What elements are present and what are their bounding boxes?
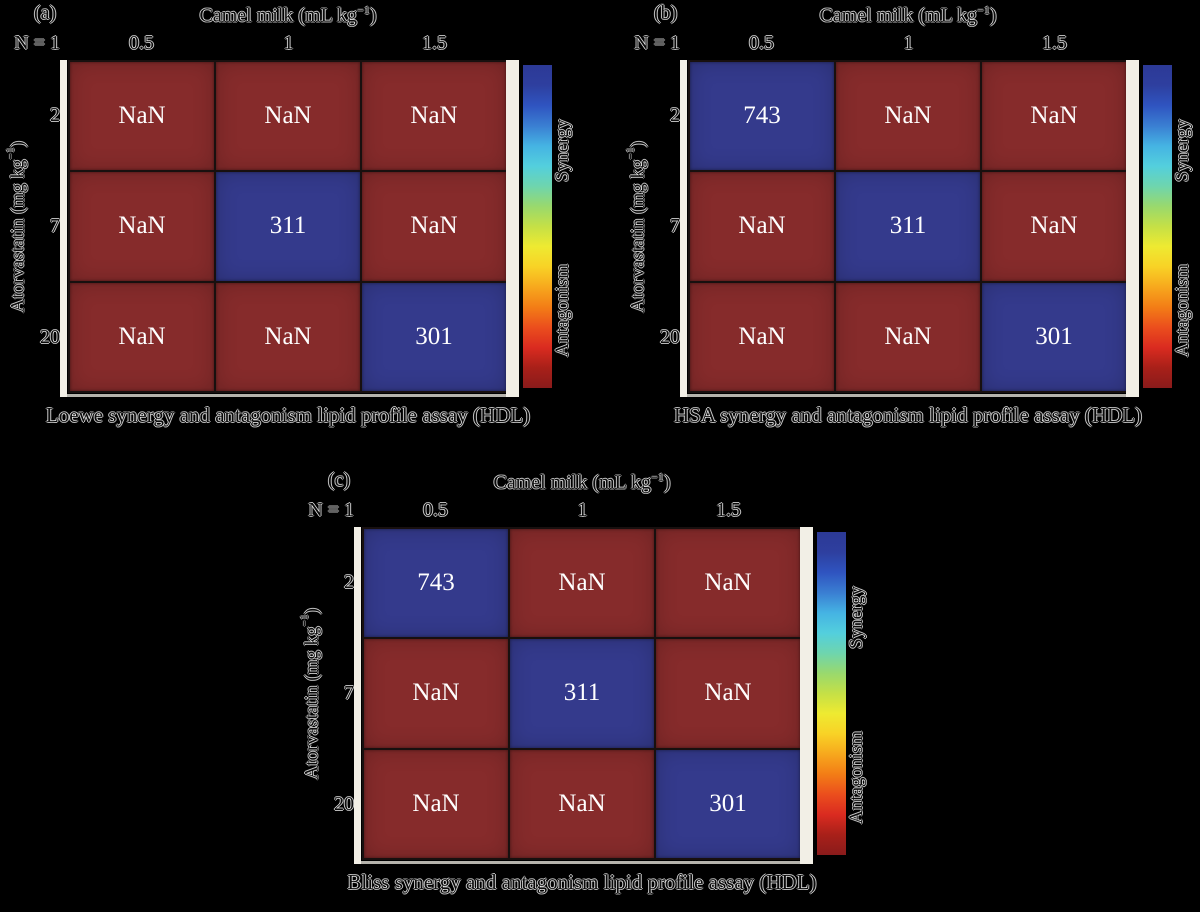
heatmap-cell: NaN [362, 62, 506, 171]
colorbar [523, 65, 552, 388]
x-axis-title: Camel milk (mL kg−1) [819, 3, 997, 27]
heatmap-cell: NaN [982, 62, 1126, 171]
colorbar-label-synergy: Synergy [846, 586, 867, 649]
heatmap-cell: 301 [362, 282, 506, 391]
heatmap-cell: NaN [836, 282, 980, 391]
heatmap-cell: NaN [70, 282, 214, 391]
panel-a: (a) Camel milk (mL kg−1) N = 1 0.5 1 1.5… [0, 0, 600, 445]
colorbar-label-antagonism: Antagonism [1172, 264, 1193, 357]
y-tick: 7 [50, 215, 60, 237]
colorbar-gap-strip [1126, 60, 1139, 397]
heatmap-cell: NaN [364, 749, 508, 858]
heatmap-cell: NaN [70, 62, 214, 171]
colorbar-gap-strip [506, 60, 519, 397]
heatmap-cell: NaN [216, 282, 360, 391]
n-label: N = 1 [14, 32, 60, 54]
x-tick: 1 [283, 32, 294, 54]
x-tick: 1 [577, 499, 588, 521]
heatmap-cell: 311 [216, 172, 360, 281]
colorbar-label-antagonism: Antagonism [552, 264, 573, 357]
y-tick: 20 [660, 326, 680, 348]
heatmap-cell: NaN [364, 639, 508, 748]
panel-caption: HSA synergy and antagonism lipid profile… [674, 403, 1142, 427]
heatmap-cell: NaN [656, 639, 800, 748]
axis-edge-strip [60, 60, 67, 397]
colorbar-label-synergy: Synergy [1172, 119, 1193, 182]
axis-edge-strip-bottom [354, 861, 813, 864]
axis-edge-strip [354, 527, 361, 864]
y-tick: 2 [670, 104, 680, 126]
colorbar-label-synergy: Synergy [552, 119, 573, 182]
axis-edge-strip-bottom [680, 394, 1139, 397]
x-tick: 0.5 [423, 499, 448, 521]
x-axis-title: Camel milk (mL kg−1) [493, 470, 671, 494]
x-tick: 1.5 [1042, 32, 1067, 54]
y-tick: 7 [670, 215, 680, 237]
colorbar [817, 532, 846, 855]
panel-b: (b) Camel milk (mL kg−1) N = 1 0.5 1 1.5… [620, 0, 1200, 445]
heatmap-cell: NaN [362, 172, 506, 281]
panel-caption: Bliss synergy and antagonism lipid profi… [347, 870, 817, 894]
heatmap-cell: 311 [836, 172, 980, 281]
y-tick: 7 [344, 682, 354, 704]
heatmap-grid: NaN NaN NaN NaN 311 NaN NaN NaN 301 [68, 60, 508, 393]
x-tick: 0.5 [129, 32, 154, 54]
panel-tag: (c) [328, 469, 351, 491]
colorbar-label-antagonism: Antagonism [846, 731, 867, 824]
heatmap-grid: 743 NaN NaN NaN 311 NaN NaN NaN 301 [362, 527, 802, 860]
colorbar [1143, 65, 1172, 388]
y-tick: 2 [50, 104, 60, 126]
n-label: N = 1 [634, 32, 680, 54]
axis-edge-strip-bottom [60, 394, 519, 397]
heatmap-cell: NaN [982, 172, 1126, 281]
heatmap-cell: 743 [364, 529, 508, 638]
x-tick: 0.5 [749, 32, 774, 54]
panel-c: (c) Camel milk (mL kg−1) N = 1 0.5 1 1.5… [294, 467, 894, 912]
heatmap-cell: NaN [70, 172, 214, 281]
x-tick: 1 [903, 32, 914, 54]
y-tick: 20 [334, 793, 354, 815]
heatmap-cell: NaN [216, 62, 360, 171]
heatmap-cell: NaN [510, 529, 654, 638]
heatmap-cell: NaN [690, 172, 834, 281]
heatmap-cell: NaN [510, 749, 654, 858]
heatmap-cell: NaN [690, 282, 834, 391]
n-label: N = 1 [308, 499, 354, 521]
x-tick: 1.5 [716, 499, 741, 521]
heatmap-cell: 301 [982, 282, 1126, 391]
heatmap-grid: 743 NaN NaN NaN 311 NaN NaN NaN 301 [688, 60, 1128, 393]
heatmap-cell: 301 [656, 749, 800, 858]
heatmap-cell: NaN [656, 529, 800, 638]
panel-tag: (a) [34, 2, 57, 24]
axis-edge-strip [680, 60, 687, 397]
panel-tag: (b) [654, 2, 678, 24]
panel-caption: Loewe synergy and antagonism lipid profi… [45, 403, 531, 427]
heatmap-cell: NaN [836, 62, 980, 171]
heatmap-cell: 743 [690, 62, 834, 171]
x-tick: 1.5 [422, 32, 447, 54]
y-tick: 20 [40, 326, 60, 348]
x-axis-title: Camel milk (mL kg−1) [199, 3, 377, 27]
colorbar-gap-strip [800, 527, 813, 864]
heatmap-cell: 311 [510, 639, 654, 748]
y-tick: 2 [344, 571, 354, 593]
